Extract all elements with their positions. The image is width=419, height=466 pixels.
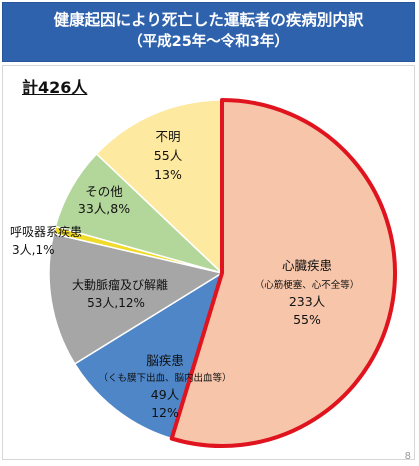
label-aorta-count: 53人,12%: [87, 296, 145, 310]
slice-aorta: [48, 232, 224, 365]
pie-labels: 心臓疾患 （心筋梗塞、心不全等） 233人 55% 脳疾患 （くも膜下出血、脳内…: [10, 129, 359, 420]
label-resp-name: 呼吸器系疾患: [10, 224, 82, 239]
title-banner: 健康起因により死亡した運転者の疾病別内訳 （平成25年～令和3年）: [2, 2, 415, 62]
label-brain-pct: 12%: [151, 405, 179, 420]
label-heart-pct: 55%: [293, 312, 321, 327]
slice-heart-highlight: [169, 98, 397, 448]
label-unknown-name: 不明: [155, 129, 180, 144]
label-resp-count: 3人,1%: [12, 243, 55, 257]
label-unknown-count: 55人: [154, 148, 183, 163]
chart-title: 健康起因により死亡した運転者の疾病別内訳: [53, 11, 364, 29]
label-aorta-name: 大動脈瘤及び解離: [72, 277, 168, 292]
slice-unknown: [95, 99, 223, 275]
total-label: 計426人: [22, 78, 88, 97]
label-unknown-pct: 13%: [154, 167, 182, 182]
page-number: 8: [404, 451, 411, 462]
label-brain-count: 49人: [151, 387, 180, 402]
chart-subtitle: （平成25年～令和3年）: [128, 34, 289, 50]
label-other-count: 33人,8%: [78, 201, 130, 216]
label-other-name: その他: [85, 184, 123, 199]
label-brain-name: 脳疾患: [146, 353, 184, 368]
slice-brain: [73, 271, 224, 440]
pie-slices: [48, 98, 397, 448]
label-heart-sub: （心筋梗塞、心不全等）: [255, 279, 360, 291]
label-brain-sub: （くも膜下出血、脳内出血等）: [98, 372, 231, 384]
label-heart-count: 233人: [289, 294, 326, 309]
label-heart-name: 心臓疾患: [282, 258, 332, 273]
